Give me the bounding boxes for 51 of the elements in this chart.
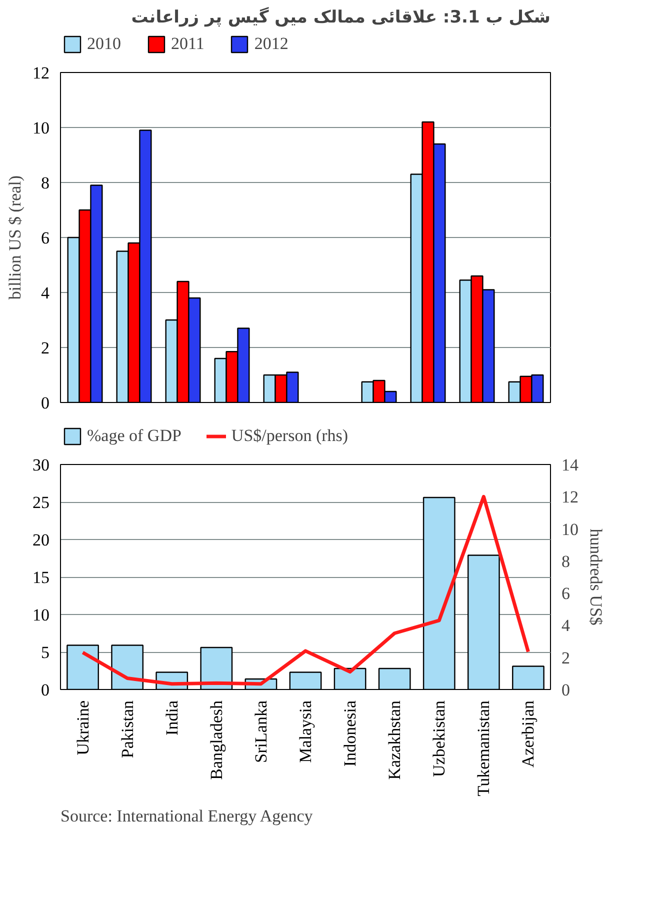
legend-label: 2011 [171,34,204,54]
bar [289,672,322,690]
y2-tick-label: 2 [562,648,570,668]
x-tick-label: Ukraine [73,700,92,756]
y-tick-label: 2 [41,338,50,358]
legend-label: %age of GDP [87,426,182,446]
legend-label: 2012 [254,34,288,54]
source-note: Source: International Energy Agency [60,806,314,826]
legend-label: 2010 [87,34,121,54]
y-tick-label: 20 [32,530,50,550]
y-tick-label: 6 [41,228,50,248]
y-tick-label: 0 [41,394,50,412]
y-tick-label: 12 [32,64,50,82]
x-tick-label: Kazakhstan [385,700,404,780]
y2-tick-label: 6 [562,584,570,604]
y2-tick-label: 8 [562,552,570,571]
bar [512,666,544,690]
x-tick-label: Bangladesh [206,700,226,780]
y-axis-title: billion US $ (real) [6,175,24,300]
x-tick-label: Indonesia [340,700,360,767]
legend-label: US$/person (rhs) [231,426,348,446]
x-tick-label: SriLanka [251,700,270,763]
line-series [81,494,530,686]
y-tick-label: 5 [41,643,50,662]
bar [111,644,144,690]
x-tick-label: Pakistan [118,700,137,758]
y-tick-label: 4 [41,284,50,302]
y2-axis-title: hundreds US$ [586,528,606,626]
y2-tick-label: 0 [562,680,570,700]
chart-title: شکل ب 3.1: علاقائی ممالک میں گیس پر زراعانت [131,6,551,28]
bar [422,496,456,690]
y2-tick-label: 4 [562,616,570,636]
y-tick-label: 30 [32,456,50,474]
bar [66,644,99,690]
y-tick-label: 15 [32,568,50,587]
x-tick-label: Malaysia [296,700,315,763]
y-tick-label: 10 [32,606,50,624]
x-tick-label: Azerbijan [518,700,538,768]
bar [467,554,500,690]
y-tick-label: 10 [32,118,50,138]
y2-tick-label: 14 [562,456,579,474]
x-tick-label: India [162,700,182,736]
y2-tick-label: 12 [562,488,578,507]
y-tick-label: 8 [41,174,50,192]
bar [200,646,233,690]
x-tick-label: Uzbekistan [430,700,449,777]
bar [378,668,411,690]
y-tick-label: 25 [32,493,50,512]
x-tick-label: Tukemanistan [474,700,494,796]
y2-tick-label: 10 [562,520,578,539]
y-tick-label: 0 [41,680,50,700]
